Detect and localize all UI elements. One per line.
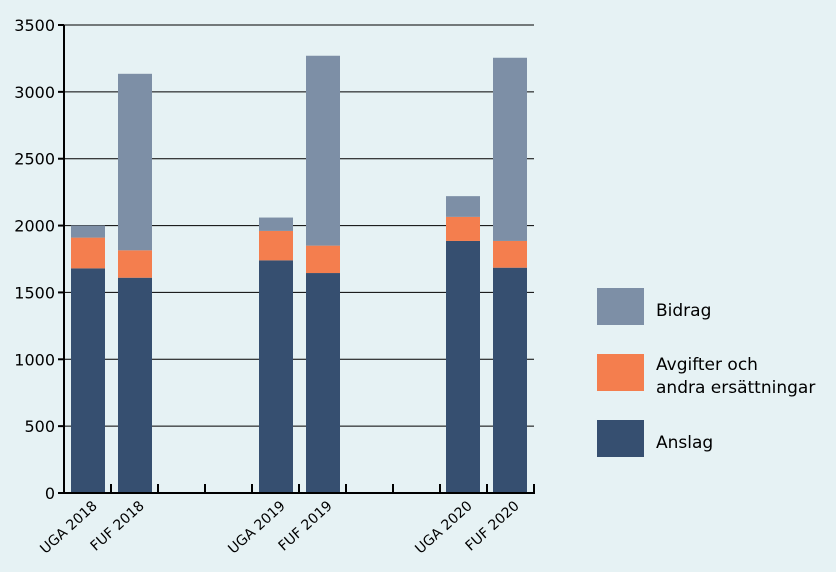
bar-segment (71, 237, 105, 269)
legend-label: Avgifter och (656, 355, 758, 375)
axes (58, 24, 535, 494)
y-tick-label: 2500 (14, 150, 55, 169)
bar-segment (71, 268, 105, 493)
legend-label: andra ersättningar (656, 378, 815, 398)
bar-segment (493, 267, 527, 493)
bar-segment (493, 240, 527, 268)
legend-swatch (597, 420, 644, 457)
y-tick-label: 3000 (14, 83, 55, 102)
legend-label: Bidrag (656, 301, 711, 321)
legend-swatch (597, 354, 644, 391)
y-tick-label: 0 (45, 484, 55, 503)
bar-segment (306, 273, 340, 493)
bar-segment (71, 225, 105, 238)
bar-segment (493, 57, 527, 241)
bar-segment (446, 216, 480, 241)
y-tick-label: 500 (24, 417, 55, 436)
bar-segment (118, 277, 152, 493)
bar-segment (118, 73, 152, 251)
bar-segment (118, 250, 152, 278)
bar-segment (446, 196, 480, 217)
bar-segment (259, 217, 293, 231)
legend-swatch (597, 288, 644, 325)
y-tick-label: 3500 (14, 16, 55, 35)
legend: Bidrag Avgifter och andra ersättningar Ansl… (597, 288, 815, 457)
y-tick-label: 2000 (14, 217, 55, 236)
bar-segment (259, 260, 293, 493)
bar-segment (259, 230, 293, 261)
y-tick-labels: 0 500 1000 1500 2000 2500 3000 3500 (14, 16, 55, 503)
bars (71, 55, 527, 493)
y-tick-label: 1500 (14, 283, 55, 302)
legend-label: Anslag (656, 433, 713, 453)
bar-segment (446, 240, 480, 493)
bar-segment (306, 245, 340, 274)
y-tick-label: 1000 (14, 350, 55, 369)
bar-segment (306, 55, 340, 246)
